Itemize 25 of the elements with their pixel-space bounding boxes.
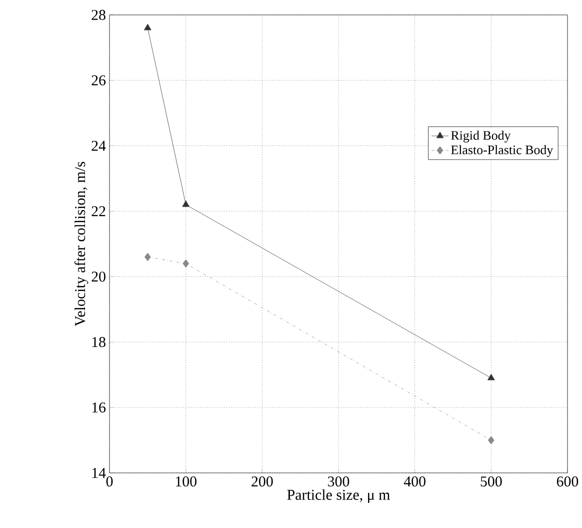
- point: [488, 436, 494, 445]
- y-tick-label: 26: [92, 76, 106, 86]
- point: [182, 200, 190, 208]
- point: [144, 252, 151, 262]
- x-axis-title: Particle size, μ m: [287, 490, 390, 504]
- y-tick-label: 20: [92, 272, 106, 282]
- y-tick-label: 28: [92, 10, 106, 20]
- point: [144, 24, 152, 30]
- point: [488, 374, 495, 380]
- y-tick-label: 22: [92, 206, 106, 216]
- y-axis-title: Velocity after collision, m/s: [74, 162, 88, 326]
- x-tick-label: 0: [106, 476, 113, 487]
- x-tick-label: 200: [252, 476, 273, 487]
- x-tick-label: 300: [328, 476, 350, 487]
- y-tick-label: 18: [92, 337, 106, 348]
- x-tick-label: 100: [176, 476, 196, 487]
- legend-label: Rigid Body: [451, 130, 511, 143]
- x-tick-label: 400: [404, 476, 426, 487]
- y-tick-label: 14: [92, 468, 106, 478]
- y-tick-label: 24: [92, 141, 106, 151]
- legend-label: Elasto-Plastic Body: [451, 145, 554, 158]
- point: [182, 260, 190, 268]
- x-tick-label: 600: [556, 476, 578, 487]
- x-tick-label: 500: [480, 476, 502, 487]
- y-tick-label: 16: [92, 402, 106, 413]
